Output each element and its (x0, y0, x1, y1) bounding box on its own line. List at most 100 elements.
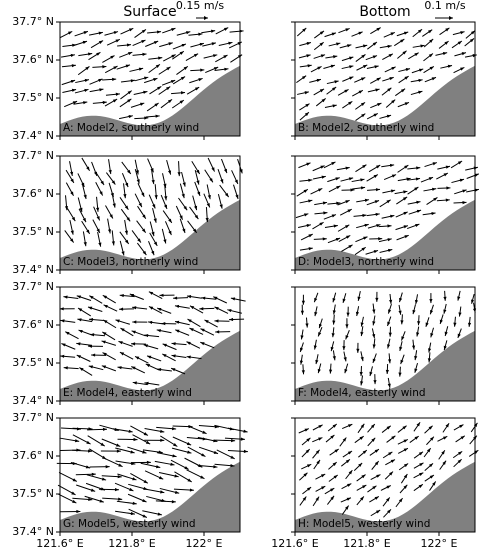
current-vector-head (336, 42, 341, 46)
column-title: Surface (123, 4, 176, 20)
current-vector-head (403, 473, 408, 479)
current-vector-head (120, 328, 125, 332)
current-vector-head (142, 514, 147, 518)
current-vector-head (158, 56, 163, 60)
current-vector-head (322, 237, 327, 241)
current-vector-head (347, 209, 352, 213)
current-vector-head (429, 475, 434, 479)
current-vector-head (389, 471, 394, 476)
current-vector-head (342, 346, 346, 351)
current-vector-head (473, 422, 478, 428)
current-vector-head (160, 490, 165, 494)
current-vector-head (331, 333, 335, 338)
current-vector-head (64, 206, 69, 211)
current-vector-head (213, 296, 218, 300)
current-vector-head (142, 250, 147, 256)
current-vector-head (374, 200, 380, 204)
current-vector-head (402, 196, 408, 201)
current-vector-head (321, 486, 326, 490)
current-vector-head (334, 448, 339, 453)
current-vector-head (151, 179, 155, 185)
current-vector-head (398, 498, 403, 503)
current-vector-head (100, 180, 105, 186)
land (60, 461, 240, 532)
current-vector-head (318, 424, 323, 429)
current-vector-head (112, 99, 118, 103)
current-vector-head (319, 30, 324, 35)
current-vector-head (128, 52, 133, 56)
current-vector-head (428, 177, 434, 181)
current-vector-head (186, 341, 191, 345)
current-vector-head (375, 88, 380, 92)
current-vector-head (172, 427, 177, 431)
current-vector-head (174, 474, 179, 478)
current-vector-head (418, 90, 423, 94)
current-vector-head (441, 450, 445, 455)
current-vector-head (308, 199, 313, 203)
current-vector-head (443, 296, 447, 301)
current-vector-head (467, 322, 472, 327)
current-vector-head (70, 53, 75, 58)
current-vector-head (143, 90, 148, 94)
current-vector-head (386, 425, 391, 430)
current-vector-head (170, 80, 176, 84)
current-vector-head (387, 224, 392, 228)
current-vector-head (127, 90, 132, 95)
current-vector-head (200, 328, 205, 332)
current-vector-head (125, 239, 129, 244)
current-vector-head (96, 207, 100, 212)
current-vector-head (372, 358, 376, 363)
current-vector-head (79, 207, 83, 213)
current-vector-head (357, 296, 361, 301)
current-vector-head (132, 320, 137, 324)
current-vector-head (205, 217, 209, 223)
current-vector-head (321, 98, 326, 103)
current-vector-head (373, 113, 378, 117)
current-vector-head (361, 54, 366, 59)
y-tick-label: 37.7° N (12, 280, 54, 293)
current-vector-head (98, 40, 104, 44)
current-vector-head (414, 355, 418, 361)
current-vector-head (133, 437, 138, 442)
current-vector-head (304, 91, 309, 95)
current-vector-head (442, 51, 448, 56)
scale-label: 0.1 m/s (424, 0, 465, 12)
current-vector-head (372, 55, 378, 59)
current-vector-head (137, 238, 141, 243)
current-vector-head (447, 64, 453, 68)
current-vector-head (388, 359, 392, 364)
current-vector-head (331, 161, 336, 166)
current-vector-head (243, 449, 248, 453)
current-vector-head (432, 162, 437, 166)
current-vector-head (347, 483, 352, 487)
current-vector-head (228, 41, 233, 45)
current-vector-head (102, 427, 107, 431)
current-vector-head (343, 357, 347, 362)
current-vector-head (88, 317, 94, 322)
current-vector-head (87, 344, 93, 348)
current-vector-head (223, 168, 227, 174)
current-vector-head (418, 68, 424, 72)
current-vector-head (317, 66, 322, 70)
current-vector-head (193, 53, 199, 58)
panel-label: F: Model4, easterly wind (298, 387, 426, 399)
current-vector-head (333, 224, 338, 228)
current-vector-head (376, 474, 381, 478)
current-vector-head (350, 188, 355, 192)
current-vector-head (201, 453, 206, 457)
current-vector-head (418, 484, 423, 488)
land (60, 330, 240, 401)
current-vector-head (213, 67, 219, 71)
current-vector-head (70, 178, 74, 183)
current-vector-head (182, 228, 186, 233)
current-vector-head (157, 308, 162, 312)
current-vector-head (107, 229, 112, 234)
current-vector-head (443, 345, 447, 351)
current-vector-head (87, 449, 93, 453)
current-vector-head (96, 216, 100, 221)
current-vector-head (127, 169, 131, 174)
current-vector-head (126, 43, 132, 47)
current-vector-head (360, 356, 364, 362)
current-vector-head (416, 200, 421, 204)
current-vector-head (143, 479, 148, 484)
